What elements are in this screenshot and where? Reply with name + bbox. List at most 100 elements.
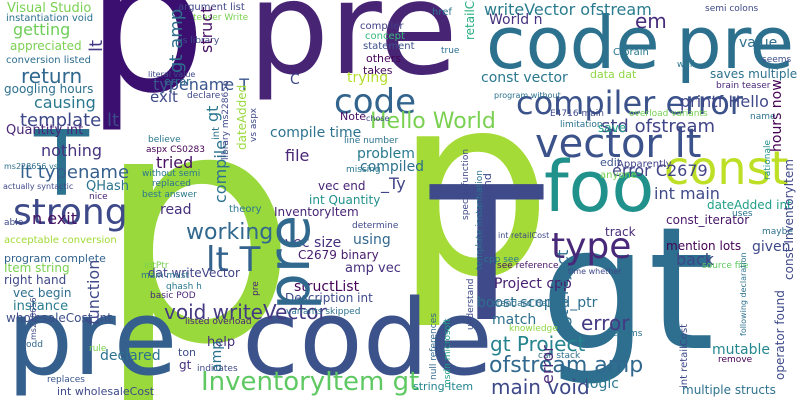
word-call-stack: call stack (538, 351, 581, 361)
word-right-hand: right hand (4, 273, 67, 287)
word-code-mid: code (334, 82, 416, 122)
word-int-retailCost-vertical: int retailCost (679, 323, 690, 388)
word-string-Item: string Item (413, 380, 474, 393)
word-error-small: error (164, 75, 191, 88)
word-tried: tried (156, 153, 194, 172)
word-Visual-Studio: Visual Studio (7, 1, 92, 16)
word-IntPtr: IntPtr (144, 261, 169, 271)
word-special-function-vertical: special function (461, 148, 471, 220)
word-read: read (160, 202, 192, 218)
word-replaces: replaces (47, 375, 85, 385)
word-true: true (441, 46, 460, 56)
word-ton: ton (178, 346, 197, 359)
word-time-whether: time whether (568, 267, 622, 276)
word-nice: nice (89, 192, 108, 202)
word-error-vertical: error (538, 345, 557, 384)
word-logic: logic (586, 376, 619, 392)
word-saves-multiple: saves multiple (710, 67, 798, 81)
word-printf-Hello: printf Hello (680, 92, 769, 111)
word-template-lt: template lt (20, 110, 120, 131)
word-indicates: indicates (197, 364, 238, 374)
word-T-center: T (430, 147, 544, 363)
word-argument-list: argument list (178, 2, 245, 13)
word-const-vector: const vector (481, 70, 568, 86)
word-qhash-h: qhash h (166, 282, 202, 292)
word-code-pre: code (486, 1, 660, 85)
word-match: match (492, 312, 537, 328)
word-uses: uses (732, 209, 753, 219)
word-variants-skipped: variants skipped (286, 307, 361, 317)
word-int-main: int main (654, 184, 720, 203)
word-ms228656-vs: ms228656 vs (4, 162, 58, 171)
word-instance: instance (13, 299, 69, 314)
word-dateAdded-int: dateAdded int (707, 198, 792, 212)
word-p-green-left: p (95, 43, 299, 400)
word-gt-small: gt (179, 358, 192, 372)
word-program-complete: program complete (4, 252, 106, 265)
word-name: name (750, 112, 776, 122)
word-compiler-small: compiler (360, 21, 404, 32)
word-using: using (353, 232, 391, 248)
word-rationale-vertical: rationale (763, 139, 773, 180)
word-code-bottom: code (242, 277, 493, 399)
word-overload-variants: overload variants (629, 109, 708, 119)
word-int-Quantity: int Quantity (309, 193, 381, 207)
word-typename-T: typename T (153, 75, 249, 94)
word-error-C2679: error C2679 (612, 161, 708, 180)
word-retailCost-int-vertical: retailCost int (463, 0, 477, 40)
word-understand-vertical: understand (466, 278, 476, 330)
word-enums: enums (612, 329, 643, 339)
word-dateAdded-vertical: dateAdded (235, 84, 249, 150)
word-C-brain: C brain (613, 47, 649, 58)
word-data-dat: data dat (590, 68, 637, 81)
word-statement: statement (363, 41, 415, 52)
word-knowledge: knowledge (509, 324, 558, 334)
word-others: others (366, 52, 402, 65)
word-null-references-vertical: null references (429, 313, 439, 380)
word-function-vertical: function (84, 259, 103, 325)
word-exit: exit (150, 88, 178, 106)
word-main-void: main void (491, 375, 590, 399)
word-int-vertical: int (211, 126, 222, 140)
word-writeVector-ofstream: writeVector ofstream (484, 0, 652, 19)
word-rule: rule (89, 344, 107, 354)
word-declare: declare (187, 91, 221, 101)
word-googling-hours: googling hours (4, 82, 94, 96)
word-best-answer: best answer (142, 190, 197, 200)
word-maybe: maybe (762, 227, 793, 237)
word-nothing: nothing (41, 141, 103, 160)
word-concept: concept (365, 31, 405, 42)
word-dat-writeVector: dat writeVector (148, 266, 240, 280)
word-void-writeVector: void writeVector (164, 300, 327, 324)
word-p-large: p (86, 0, 207, 135)
word-following-declaration-vertical: following declaration (739, 252, 748, 336)
word-pre-right: pre (676, 1, 795, 85)
word-strong: strong (13, 192, 128, 233)
word-takes: takes (363, 64, 393, 77)
word-InventoryItem-gt: InventoryItem gt (201, 367, 420, 397)
word-brain-teaser: brain teaser (716, 81, 771, 91)
word-boost-scoped_ptr: boost scoped_ptr (477, 295, 598, 311)
word-aspx-CS0283: aspx CS0283 (146, 145, 206, 155)
word-without-semi: without semi (142, 169, 201, 179)
word-teaser-Write: teaser Write (193, 13, 249, 23)
word-Apparently: Apparently (617, 159, 672, 170)
word-basic-POD: basic POD (150, 291, 196, 301)
word-string-Description-vertical: pre (251, 281, 261, 296)
word-lt-typename: lt typename (20, 162, 130, 183)
word-int-wholesaleCost: int wholesaleCost (57, 385, 155, 398)
word-InventoryItem: InventoryItem (274, 205, 359, 219)
word-hand-operand-vertical: hand operand (481, 173, 494, 250)
word-working: working (186, 220, 274, 245)
word-C2679-binary: C2679 binary (298, 248, 379, 262)
word-amp-vec: amp vec (345, 261, 401, 276)
word-conversion-listed: conversion listed (6, 55, 91, 66)
word-structList: structList (294, 279, 360, 295)
word-href: href (432, 7, 452, 18)
word-n-exit: n exit (32, 209, 77, 228)
word-ofstream-amp: ofstream amp (489, 353, 644, 378)
word-theory: theory (229, 204, 262, 215)
word-trying: trying (347, 70, 389, 86)
word-E4716-main: E4716 main (550, 109, 604, 119)
